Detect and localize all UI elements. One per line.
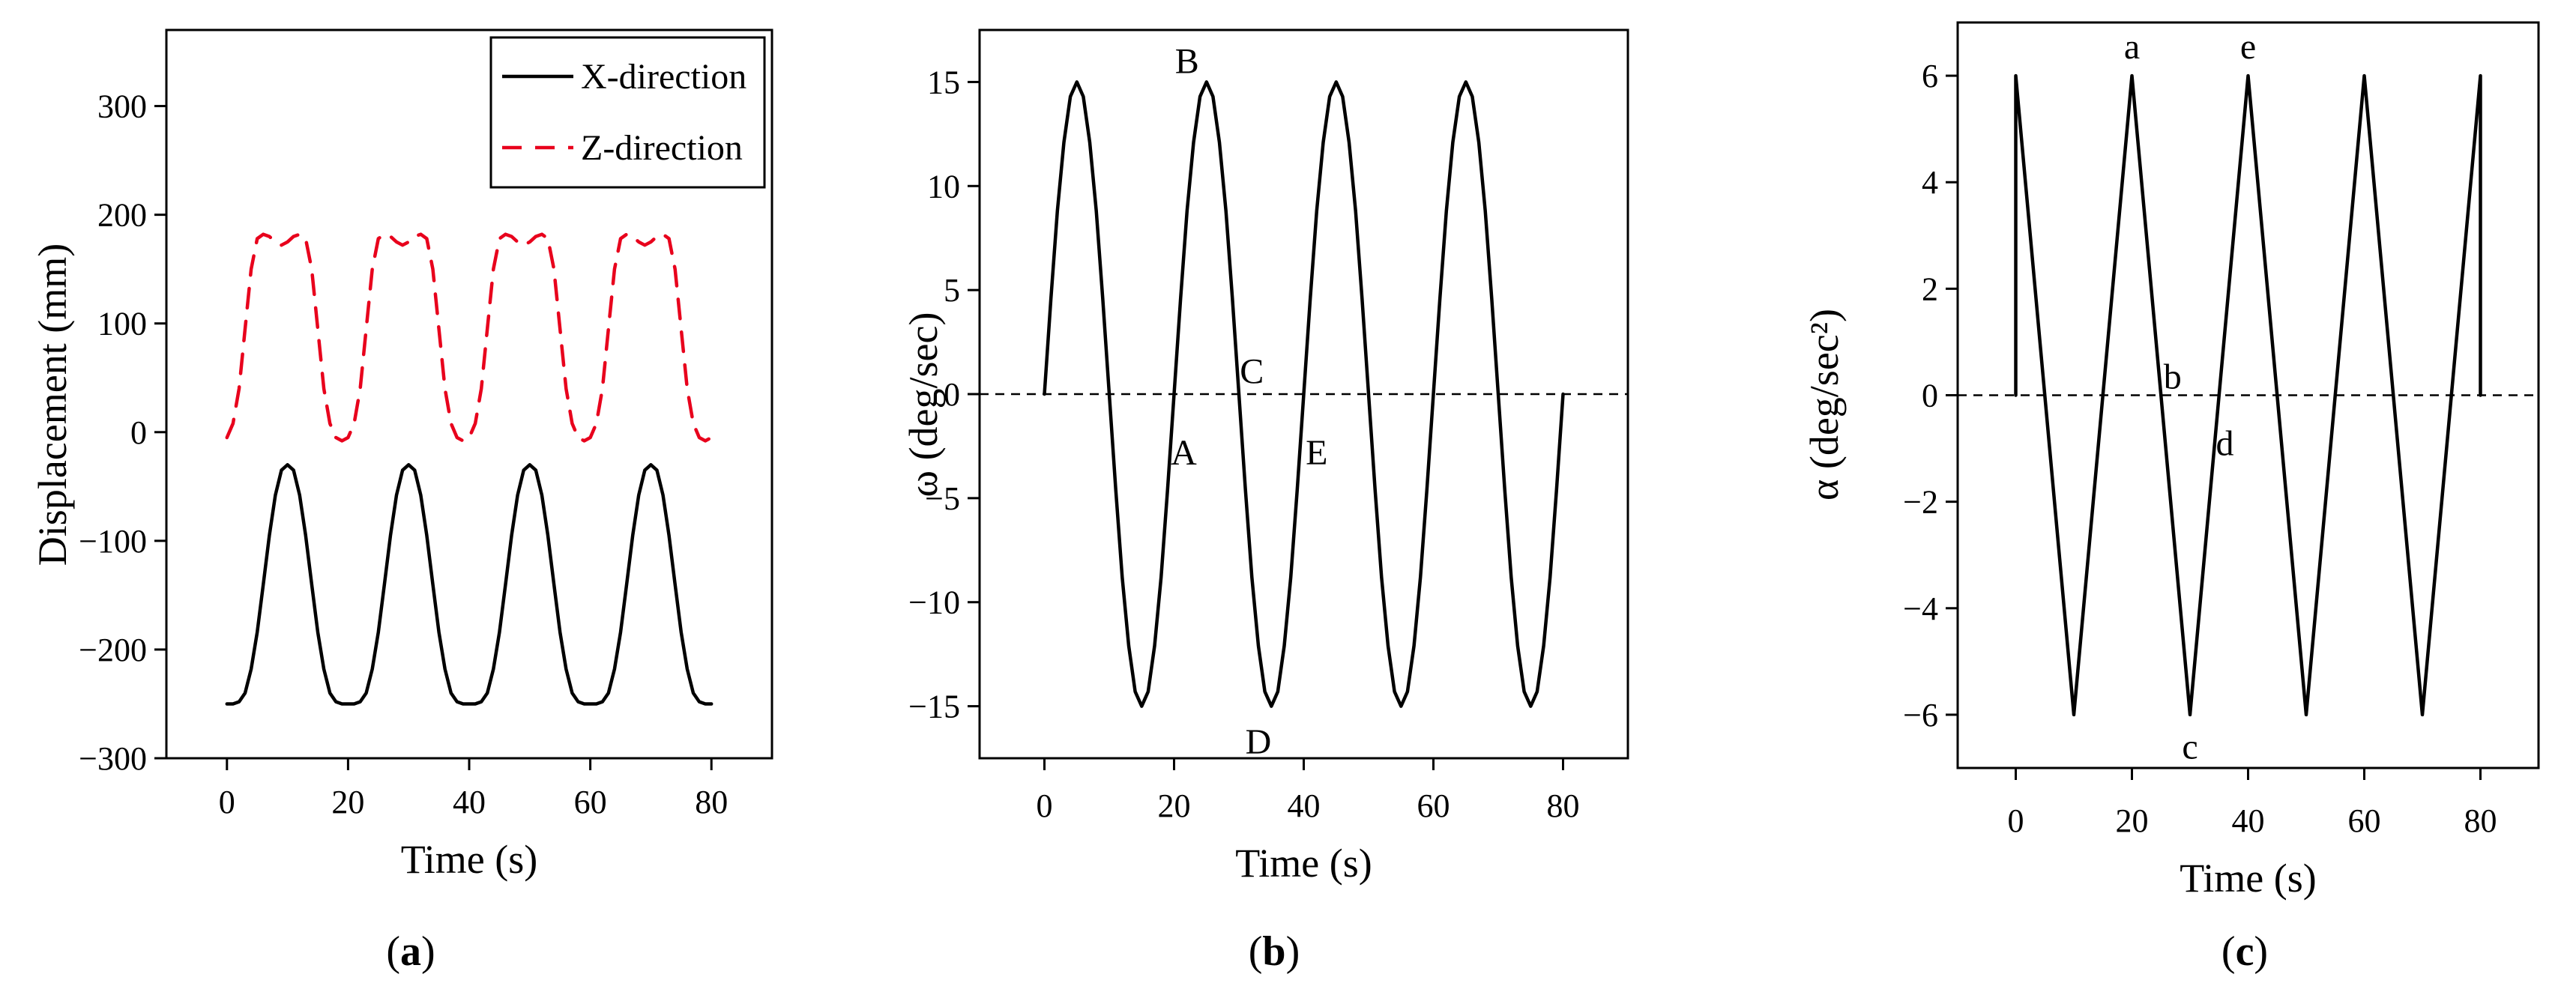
x-axis-title: Time (s): [2180, 856, 2317, 901]
x-tick-label: 20: [2116, 802, 2149, 839]
x-tick-label: 80: [695, 784, 728, 820]
y-tick-label: −10: [908, 584, 960, 621]
series-line-z-direction: [225, 232, 714, 443]
y-tick-label: 6: [1922, 58, 1938, 94]
y-tick-label: 200: [97, 197, 147, 234]
y-tick-label: −6: [1903, 697, 1938, 734]
caption-open-paren: (: [2221, 928, 2236, 975]
panel-b: 0 20 40 60 80 −15 −10 −5 0 5 10 15 Time (s) ω (deg/se…: [901, 28, 1629, 975]
panel-caption: (a): [386, 928, 435, 975]
x-tick-label: 0: [2008, 802, 2024, 839]
panel-caption: (b): [1249, 928, 1300, 975]
x-tick-label: 20: [1158, 787, 1191, 824]
caption-open-paren: (: [386, 928, 400, 975]
y-tick-label: 0: [944, 376, 960, 413]
y-tick-label: −4: [1903, 590, 1938, 627]
y-tick-label: 300: [97, 88, 147, 125]
legend-label: Z-direction: [581, 128, 743, 168]
annotation-label: E: [1306, 433, 1327, 473]
legend-label: X-direction: [581, 57, 746, 97]
y-tick-label: 2: [1922, 270, 1938, 307]
panel-caption: (c): [2221, 928, 2268, 975]
x-tick-label: 60: [1417, 787, 1450, 824]
x-tick-label: 80: [1547, 787, 1580, 824]
annotation-label: b: [2164, 357, 2182, 397]
y-tick-label: −100: [79, 523, 147, 560]
caption-letter: b: [1262, 928, 1285, 975]
annotation-label: B: [1175, 42, 1199, 82]
annotation-label: e: [2240, 27, 2256, 67]
y-tick-label: −200: [79, 632, 147, 668]
x-tick-label: 20: [331, 784, 364, 820]
annotation-label: c: [2182, 728, 2198, 767]
caption-letter: a: [400, 928, 421, 975]
y-tick-label: 4: [1922, 164, 1938, 201]
caption-letter: c: [2236, 928, 2254, 975]
x-tick-label: 0: [219, 784, 235, 820]
x-tick-label: 60: [2348, 802, 2381, 839]
y-axis-title: ω (deg/sec): [901, 312, 946, 498]
annotation-label: D: [1246, 722, 1272, 762]
caption-close-paren: ): [1286, 928, 1300, 975]
y-tick-label: 5: [944, 272, 960, 309]
x-axis-title: Time (s): [1235, 841, 1372, 886]
x-tick-label: 60: [574, 784, 607, 820]
panel-a: 0 20 40 60 80 −300 −200 −100 0 100 200 300 Time (s) D…: [30, 28, 773, 975]
annotation-label: a: [2124, 27, 2140, 67]
annotation-label: C: [1240, 351, 1264, 391]
y-tick-label: 0: [1922, 378, 1938, 414]
y-tick-label: −2: [1903, 484, 1938, 521]
caption-open-paren: (: [1249, 928, 1263, 975]
series-line-main: [1043, 80, 1565, 708]
y-tick-label: −15: [908, 689, 960, 725]
y-tick-label: 100: [97, 306, 147, 342]
x-tick-label: 40: [453, 784, 486, 820]
x-tick-label: 0: [1037, 787, 1053, 824]
y-tick-label: −5: [925, 480, 960, 517]
annotation-label: d: [2216, 423, 2234, 463]
legend-box: [489, 36, 766, 189]
y-axis-title: α (deg/sec²): [1802, 309, 1847, 500]
y-tick-label: 10: [927, 168, 960, 205]
y-axis-title: Displacement (mm): [30, 244, 75, 566]
x-tick-label: 40: [1288, 787, 1321, 824]
panel-c: 0 20 40 60 80 −6 −4 −2 0 2 4 6 Time (s) α (deg/sec²) a…: [1802, 21, 2540, 975]
x-tick-label: 80: [2464, 802, 2497, 839]
series-line-main: [2014, 73, 2482, 717]
annotation-label: A: [1171, 433, 1197, 473]
series-line-x-direction: [225, 463, 714, 706]
x-tick-label: 40: [2232, 802, 2265, 839]
caption-close-paren: ): [2254, 928, 2268, 975]
y-tick-label: 15: [927, 64, 960, 100]
x-axis-title: Time (s): [401, 837, 538, 882]
caption-close-paren: ): [421, 928, 435, 975]
y-tick-label: −300: [79, 740, 147, 777]
y-tick-label: 0: [130, 414, 147, 451]
